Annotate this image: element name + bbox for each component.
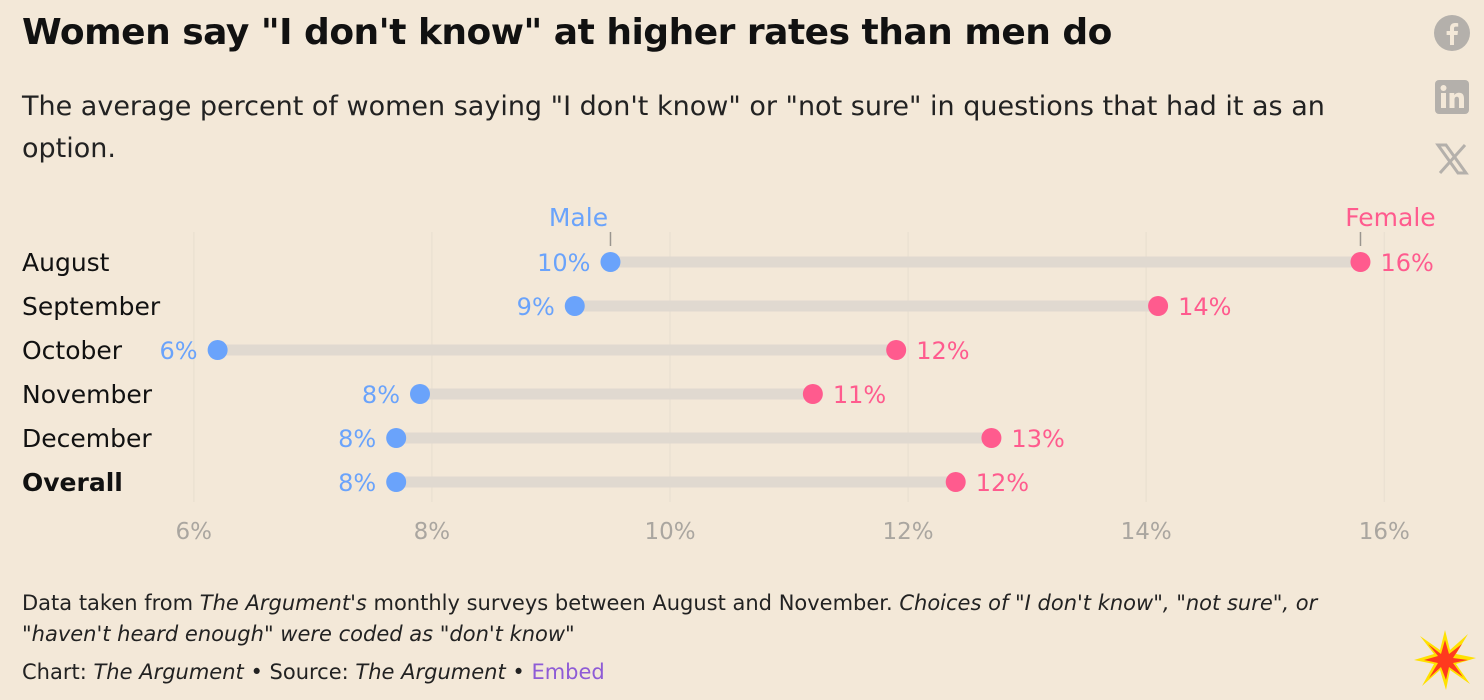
credit-line: Chart: The Argument • Source: The Argume… (22, 660, 605, 684)
embed-link[interactable]: Embed (531, 660, 605, 684)
female-value-label: 11% (833, 381, 886, 409)
x-tick-label: 12% (883, 519, 934, 545)
category-label: August (22, 248, 110, 277)
male-value-label: 6% (160, 337, 198, 365)
female-point (1350, 252, 1371, 272)
category-label: December (22, 424, 152, 453)
note-source: The Argument's (199, 591, 367, 615)
female-point (802, 384, 823, 404)
source-label: Source: (269, 660, 356, 684)
x-tick-label: 10% (644, 519, 695, 545)
facebook-share-button[interactable] (1432, 13, 1472, 53)
footnote: Data taken from The Argument's monthly s… (22, 588, 1402, 650)
separator: • (243, 660, 270, 684)
male-value-label: 8% (338, 425, 376, 453)
category-label: October (22, 336, 123, 365)
note-prefix: Data taken from (22, 591, 200, 615)
dumbbell-chart: 6% 8% 10% 12% 14% 16% August 10% 16% September 9% 1… (22, 203, 1436, 545)
female-value-label: 16% (1380, 249, 1433, 277)
female-point (886, 340, 907, 360)
chart-title: Women say "I don't know" at higher rates… (22, 12, 1112, 53)
x-tick-label: 8% (414, 519, 451, 545)
female-point (981, 428, 1002, 448)
female-value-label: 14% (1178, 293, 1231, 321)
x-tick-label: 6% (176, 519, 213, 545)
male-point (564, 296, 585, 316)
male-point (207, 340, 228, 360)
chart-subtitle: The average percent of women saying "I d… (22, 91, 1325, 164)
x-icon (1435, 143, 1469, 175)
legend-female-label: Female (1345, 203, 1435, 232)
separator: • (505, 660, 532, 684)
x-tick-label: 14% (1121, 519, 1172, 545)
category-label: November (22, 380, 153, 409)
category-label: September (22, 292, 161, 321)
female-value-label: 12% (916, 337, 969, 365)
note-coding: Choices of "I don't know", "not sure", o… (22, 591, 1318, 646)
female-value-label: 13% (1011, 425, 1064, 453)
burst-logo-icon (1412, 628, 1478, 696)
male-point (386, 428, 407, 448)
male-value-label: 10% (537, 249, 590, 277)
category-label: Overall (22, 468, 123, 497)
note-middle: monthly surveys between August and Novem… (366, 591, 900, 615)
male-point (410, 384, 430, 404)
male-point (386, 472, 407, 492)
chart-credit: The Argument (93, 660, 244, 684)
female-value-label: 12% (976, 469, 1029, 497)
male-point (600, 252, 621, 272)
facebook-icon (1434, 15, 1470, 51)
male-value-label: 8% (338, 469, 376, 497)
source-credit: The Argument (355, 660, 506, 684)
x-share-button[interactable] (1432, 139, 1472, 179)
male-value-label: 8% (362, 381, 400, 409)
x-tick-label: 16% (1359, 519, 1410, 545)
linkedin-icon (1435, 80, 1469, 114)
linkedin-share-button[interactable] (1432, 77, 1472, 117)
female-point (945, 472, 966, 492)
female-point (1148, 296, 1169, 316)
legend-male-label: Male (549, 203, 608, 232)
chart-credit-label: Chart: (22, 660, 94, 684)
male-value-label: 9% (517, 293, 555, 321)
